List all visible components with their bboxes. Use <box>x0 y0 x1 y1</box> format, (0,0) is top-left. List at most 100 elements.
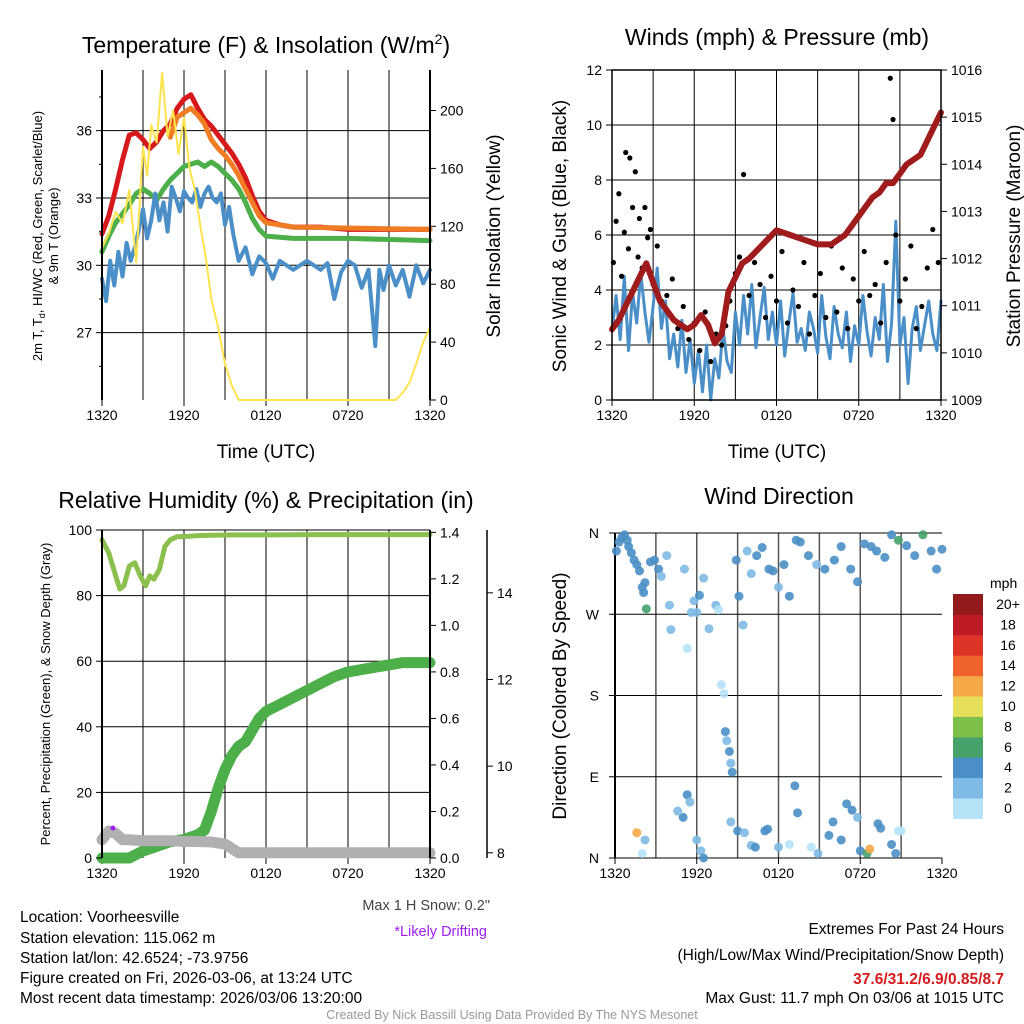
direction-point <box>696 846 706 856</box>
gust-point <box>834 309 840 315</box>
gust-point <box>817 270 823 277</box>
precip-y-tick-label: 0.6 <box>440 710 460 726</box>
direction-point <box>673 806 683 816</box>
direction-point <box>902 541 912 551</box>
direction-point <box>727 767 737 777</box>
legend-label: 10 <box>1000 698 1016 714</box>
gust-point <box>627 155 633 161</box>
humidity-panel: Relative Humidity (%) & Precipitation (i… <box>38 487 513 940</box>
temperature-y-label: 2m T, Td, HI/WC (Red, Green, Scarlet/Blu… <box>30 111 47 361</box>
x-tick-label: 0720 <box>845 865 876 881</box>
extremes-values: 37.6/31.2/6.9/0.85/8.7 <box>853 971 1004 988</box>
direction-point <box>611 546 621 556</box>
x-tick-label: 1320 <box>926 865 957 881</box>
direction-point <box>704 624 714 634</box>
pressure-y-tick-label: 1014 <box>951 156 982 172</box>
direction-point <box>650 555 660 565</box>
percent-y-tick-label: 100 <box>69 522 93 538</box>
gust-point <box>784 320 791 326</box>
direction-point <box>774 582 783 592</box>
precip-y-tick-label: 0.0 <box>440 850 460 866</box>
direction-point <box>846 564 856 574</box>
wind-y-tick-label: 10 <box>586 117 602 133</box>
gust-point <box>647 226 653 233</box>
direction-point <box>750 842 760 852</box>
direction-point <box>640 578 650 588</box>
direction-point <box>694 590 704 600</box>
legend-swatch <box>953 736 983 758</box>
direction-point <box>716 680 726 690</box>
precip-y-tick-label: 0.4 <box>440 757 460 773</box>
winds-y-label: Sonic Wind & Gust (Blue, Black) <box>550 100 571 372</box>
direction-point <box>692 835 702 845</box>
direction-point <box>662 551 672 561</box>
direction-point <box>726 758 736 768</box>
gust-point <box>872 281 878 288</box>
gust-point <box>618 273 625 279</box>
direction-tick-label: S <box>590 688 599 704</box>
direction-point <box>803 551 813 561</box>
legend-swatch <box>953 675 983 697</box>
direction-point <box>768 566 778 576</box>
gust-point <box>935 259 941 266</box>
direction-point <box>932 564 942 574</box>
gust-point <box>856 298 862 304</box>
legend-label: 12 <box>1000 678 1016 694</box>
gust-point <box>861 248 867 255</box>
latlon-text: Station lat/lon: 42.6524; -73.9756 <box>20 950 248 967</box>
gust-point <box>850 276 856 282</box>
gust-point <box>621 229 627 235</box>
direction-point <box>774 842 783 852</box>
legend-label: 16 <box>1000 637 1016 653</box>
legend-label: 14 <box>1000 657 1016 673</box>
winds-x-label: Time (UTC) <box>728 442 827 463</box>
insolation-y-tick-label: 80 <box>440 276 456 292</box>
direction-point <box>635 566 645 576</box>
gust-point <box>708 358 714 365</box>
direction-point <box>872 546 882 556</box>
direction-point <box>784 591 794 601</box>
max-snow-annotation: Max 1 H Snow: 0.2" <box>362 898 490 914</box>
temperature-x-label: Time (UTC) <box>217 442 316 463</box>
gust-point <box>878 320 884 326</box>
gust-point <box>823 314 829 321</box>
x-tick-label: 0120 <box>761 407 792 423</box>
series-td <box>99 159 433 255</box>
direction-point <box>887 530 897 540</box>
gust-point <box>702 309 708 315</box>
direction-point <box>853 577 863 587</box>
direction-point <box>738 620 748 630</box>
extremes-info: Extremes For Past 24 Hours (High/Low/Max… <box>678 921 1005 1007</box>
gust-point <box>806 331 813 337</box>
direction-point <box>682 644 692 654</box>
legend-swatch <box>953 655 983 677</box>
drifting-marker <box>110 825 116 831</box>
gust-point <box>751 259 758 266</box>
direction-point <box>779 560 789 570</box>
x-tick-label: 1320 <box>86 407 117 423</box>
legend-swatch <box>953 634 983 656</box>
direction-point <box>784 839 794 849</box>
direction-point <box>640 835 650 845</box>
credit-text: Created By Nick Bassill Using Data Provi… <box>326 1008 698 1022</box>
legend-label: 8 <box>1004 718 1012 734</box>
insolation-y-tick-label: 200 <box>440 103 464 119</box>
gust-point <box>635 254 641 260</box>
gust-point <box>930 226 936 233</box>
direction-point <box>699 853 709 863</box>
pressure-y-tick-label: 1016 <box>951 62 982 78</box>
x-tick-label: 1320 <box>414 865 445 881</box>
x-tick-label: 1320 <box>86 865 117 881</box>
direction-point <box>896 826 906 836</box>
temperature-y-label-line2: & 9m T (Orange) <box>46 187 61 284</box>
drifting-annotation: *Likely Drifting <box>394 924 487 940</box>
direction-tick-label: E <box>590 769 599 785</box>
precip-y-tick-label: 0.2 <box>440 803 460 819</box>
max-gust-text: Max Gust: 11.7 mph On 03/06 at 1015 UTC <box>705 990 1004 1007</box>
winds-plot-area: 1320 1920 0120 0720 132002468101210091010101… <box>586 62 982 423</box>
direction-point <box>795 537 805 547</box>
direction-point <box>918 530 928 540</box>
direction-point <box>820 564 830 574</box>
